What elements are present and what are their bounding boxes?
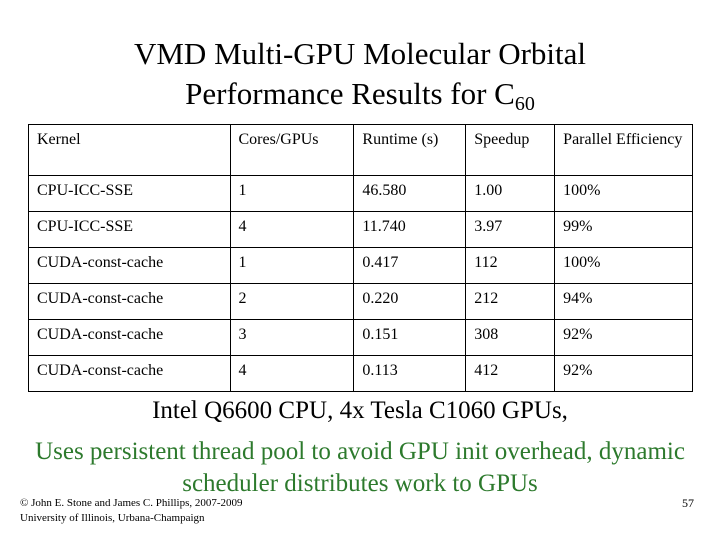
title-line-2-text: Performance Results for C <box>185 76 515 111</box>
header-parallel-efficiency: Parallel Efficiency <box>554 124 693 176</box>
copyright-notice: © John E. Stone and James C. Phillips, 2… <box>20 496 243 526</box>
table-header-row: Kernel Cores/GPUs Runtime (s) Speedup Pa… <box>28 124 693 176</box>
cell-speedup: 212 <box>465 283 556 320</box>
cell-speedup: 412 <box>465 355 556 392</box>
cell-efficiency: 92% <box>554 355 693 392</box>
cell-cores: 2 <box>229 283 355 320</box>
cell-speedup: 3.97 <box>465 211 556 248</box>
cell-speedup: 1.00 <box>465 175 556 212</box>
cell-kernel: CUDA-const-cache <box>28 355 231 392</box>
title-subscript: 60 <box>514 93 535 115</box>
table-row: CUDA-const-cache 1 0.417 112 100% <box>28 247 693 284</box>
header-cores-gpus: Cores/GPUs <box>229 124 355 176</box>
cell-kernel: CUDA-const-cache <box>28 283 231 320</box>
copyright-line-2: University of Illinois, Urbana-Champaign <box>20 512 205 524</box>
cell-runtime: 0.151 <box>353 319 467 356</box>
header-runtime: Runtime (s) <box>353 124 467 176</box>
cell-kernel: CUDA-const-cache <box>28 319 231 356</box>
cell-runtime: 46.580 <box>353 175 467 212</box>
cell-speedup: 308 <box>465 319 556 356</box>
page-number: 57 <box>682 496 694 510</box>
cell-runtime: 0.417 <box>353 247 467 284</box>
copyright-line-1: © John E. Stone and James C. Phillips, 2… <box>20 497 243 509</box>
cell-efficiency: 100% <box>554 247 693 284</box>
table-row: CUDA-const-cache 4 0.113 412 92% <box>28 355 693 392</box>
cell-runtime: 11.740 <box>353 211 467 248</box>
cell-cores: 1 <box>229 175 355 212</box>
hardware-note: Intel Q6600 CPU, 4x Tesla C1060 GPUs, <box>152 397 568 424</box>
cell-runtime: 0.220 <box>353 283 467 320</box>
header-speedup: Speedup <box>465 124 556 176</box>
cell-kernel: CPU-ICC-SSE <box>28 175 231 212</box>
cell-efficiency: 99% <box>554 211 693 248</box>
cell-kernel: CUDA-const-cache <box>28 247 231 284</box>
table-row: CUDA-const-cache 3 0.151 308 92% <box>28 319 693 356</box>
cell-efficiency: 94% <box>554 283 693 320</box>
cell-runtime: 0.113 <box>353 355 467 392</box>
title-line-2: Performance Results for C60 <box>0 74 720 124</box>
cell-kernel: CPU-ICC-SSE <box>28 211 231 248</box>
cell-efficiency: 92% <box>554 319 693 356</box>
cell-cores: 3 <box>229 319 355 356</box>
cell-cores: 1 <box>229 247 355 284</box>
cell-speedup: 112 <box>465 247 556 284</box>
cell-efficiency: 100% <box>554 175 693 212</box>
performance-table: Kernel Cores/GPUs Runtime (s) Speedup Pa… <box>28 124 693 392</box>
table-row: CPU-ICC-SSE 4 11.740 3.97 99% <box>28 211 693 248</box>
cell-cores: 4 <box>229 355 355 392</box>
table-row: CUDA-const-cache 2 0.220 212 94% <box>28 283 693 320</box>
header-kernel: Kernel <box>28 124 231 176</box>
table-row: CPU-ICC-SSE 1 46.580 1.00 100% <box>28 175 693 212</box>
slide-title: VMD Multi-GPU Molecular Orbital Performa… <box>0 34 720 124</box>
title-line-1: VMD Multi-GPU Molecular Orbital <box>133 36 587 71</box>
cell-cores: 4 <box>229 211 355 248</box>
method-note: Uses persistent thread pool to avoid GPU… <box>35 438 685 497</box>
